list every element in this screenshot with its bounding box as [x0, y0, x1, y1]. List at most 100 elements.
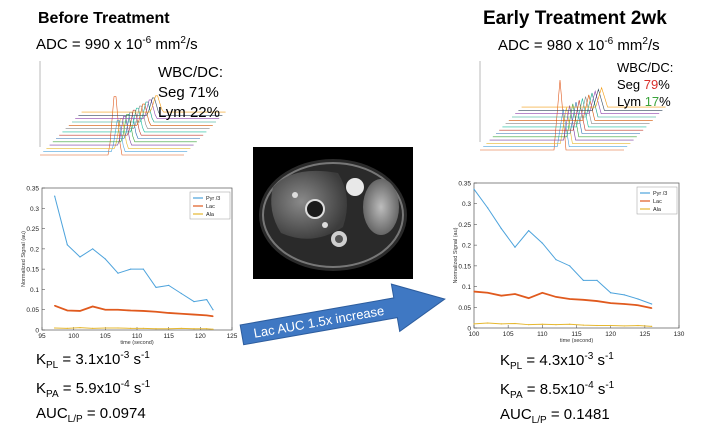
left-auc-line: AUCL/P = 0.0974: [36, 404, 150, 429]
left-title: Before Treatment: [38, 10, 170, 27]
left-chart-data-point: [117, 309, 119, 311]
left-chart-data-point: [117, 272, 119, 274]
left-chart-xtick-label: 95: [38, 333, 46, 340]
right-spectra-spectrum-trace: [486, 107, 631, 144]
right-auc-sub: L/P: [531, 415, 547, 426]
left-chart-data-point: [79, 256, 81, 258]
mri-vessel: [292, 192, 298, 198]
right-chart-data-point: [623, 303, 625, 305]
right-spectra-spectrum-trace: [508, 94, 653, 121]
increase-arrow: Lac AUC 1.5x increase: [239, 283, 446, 346]
left-kpl-unit: s: [129, 351, 141, 368]
right-chart-legend-label: Pyr /3: [653, 191, 667, 197]
left-kpa-base: K: [36, 380, 47, 397]
right-seg-value: 79: [643, 77, 659, 92]
left-chart-data-point: [66, 327, 68, 329]
left-chart-data-point: [104, 258, 106, 260]
left-chart-data-point: [130, 309, 132, 312]
right-chart-series-line-0: [473, 188, 652, 305]
right-chart-legend-label: Lac: [653, 199, 662, 205]
right-chart-data-point: [528, 297, 530, 299]
right-spectra-spectrum-trace: [521, 86, 666, 108]
left-chart-ylabel: Normalized Signal (au): [21, 231, 27, 287]
left-chart-data-point: [92, 248, 94, 250]
left-chart-data-point: [79, 310, 81, 312]
right-kpl-line: KPL = 4.3x10-3 s-1: [500, 347, 614, 376]
left-auc-sub: L/P: [67, 414, 83, 425]
left-chart-data-point: [212, 328, 214, 330]
left-chart-legend-label: Pyr /3: [206, 196, 220, 202]
right-chart-ytick-label: 0.3: [462, 201, 471, 208]
right-chart-ytick-label: 0.1: [462, 284, 471, 291]
right-kinetics-chart: 0 0.05 0.1 0.15 0.2 0.25 0.3 0.35 100 105 110 115 12…: [453, 181, 685, 345]
left-kpa-sub: PA: [46, 389, 59, 400]
right-chart-data-point: [623, 294, 625, 296]
left-chart-data-point: [212, 315, 214, 317]
right-chart-data-point: [500, 295, 502, 297]
right-chart-series-line-1: [473, 290, 652, 309]
left-auc-base: AUC: [36, 405, 68, 422]
left-wbc: WBC/DC: Seg 71% Lym 22%: [158, 63, 223, 123]
left-adc-exp: -6: [142, 35, 152, 46]
right-chart-ytick-label: 0: [467, 326, 471, 333]
right-kpl-base: K: [500, 352, 511, 369]
left-chart-data-point: [104, 327, 106, 329]
left-chart-data-point: [142, 268, 144, 270]
left-chart-data-point: [54, 195, 56, 197]
right-chart-data-point: [487, 292, 489, 294]
right-chart-data-point: [610, 302, 612, 304]
right-spectra-spectrum-trace: [480, 79, 624, 151]
left-spectra-spectrum-trace: [49, 116, 194, 146]
left-chart-xtick-label: 110: [132, 333, 143, 340]
left-chart-data-point: [54, 327, 56, 329]
left-chart-ytick-label: 0.05: [26, 307, 39, 314]
right-chart-data-point: [623, 325, 625, 327]
right-spectra-spectrum-trace: [515, 90, 660, 114]
mri-body-outline: [262, 162, 404, 268]
left-kpl-exp: -3: [120, 350, 130, 361]
right-kpa-unit-exp: -1: [605, 380, 615, 391]
left-spectra-spectrum-trace: [59, 109, 204, 136]
left-adc-unit-exp: 2: [180, 35, 186, 46]
right-chart-data-point: [500, 227, 502, 230]
right-chart-data-point: [555, 259, 557, 261]
right-chart-legend-label: Ala: [653, 207, 662, 213]
left-kinetics-chart: 0 0.05 0.1 0.15 0.2 0.25 0.3 0.35 95 100 105 110 115…: [21, 186, 238, 347]
right-chart-xtick-label: 105: [503, 331, 514, 338]
right-spectra-spectrum-trace: [518, 88, 663, 111]
right-adc: ADC = 980 x 10-6 mm2/s: [498, 36, 660, 54]
left-kpa-line: KPA = 5.9x10-4 s-1: [36, 375, 150, 404]
left-chart-xlabel: time (second): [120, 340, 153, 346]
right-lym-pct: %: [659, 94, 671, 109]
right-chart-data-point: [637, 298, 639, 300]
right-chart-data-point: [473, 290, 475, 293]
left-chart-xtick-label: 100: [68, 333, 79, 340]
left-chart-series-line-2: [54, 327, 214, 330]
left-chart-data-point: [92, 305, 94, 308]
right-chart-data-point: [582, 324, 584, 326]
right-kpa-base: K: [500, 381, 511, 398]
right-adc-unit-exp: 2: [642, 36, 648, 47]
right-lym-label: Lym: [617, 94, 645, 109]
left-chart-ytick-label: 0.15: [26, 267, 39, 274]
left-chart-data-point: [66, 309, 68, 312]
right-kpa-exp: -4: [584, 380, 594, 391]
right-spectra-spectrum-trace: [499, 100, 644, 131]
right-kinetics-values: KPL = 4.3x10-3 s-1 KPA = 8.5x10-4 s-1 AU…: [500, 347, 614, 430]
right-spectra-spectrum-trace: [483, 109, 628, 147]
right-chart-data-point: [487, 207, 489, 209]
right-lym-line: Lym 17%: [617, 93, 673, 110]
right-chart-ytick-label: 0.15: [458, 263, 471, 270]
right-chart-data-point: [569, 265, 571, 267]
left-spectra-spectrum-trace: [46, 118, 191, 149]
right-auc-value: = 0.1481: [546, 406, 610, 423]
left-wbc-label: WBC/DC:: [158, 64, 223, 81]
left-lym-value: 22: [189, 104, 207, 121]
right-chart-data-point: [610, 292, 612, 294]
left-kpl-line: KPL = 3.1x10-3 s-1: [36, 346, 150, 375]
right-spectra-stack: [479, 61, 666, 151]
left-lym-line: Lym 22%: [158, 103, 223, 123]
right-chart-data-point: [651, 307, 653, 309]
right-chart-data-point: [500, 323, 502, 325]
right-chart-data-point: [514, 246, 516, 248]
